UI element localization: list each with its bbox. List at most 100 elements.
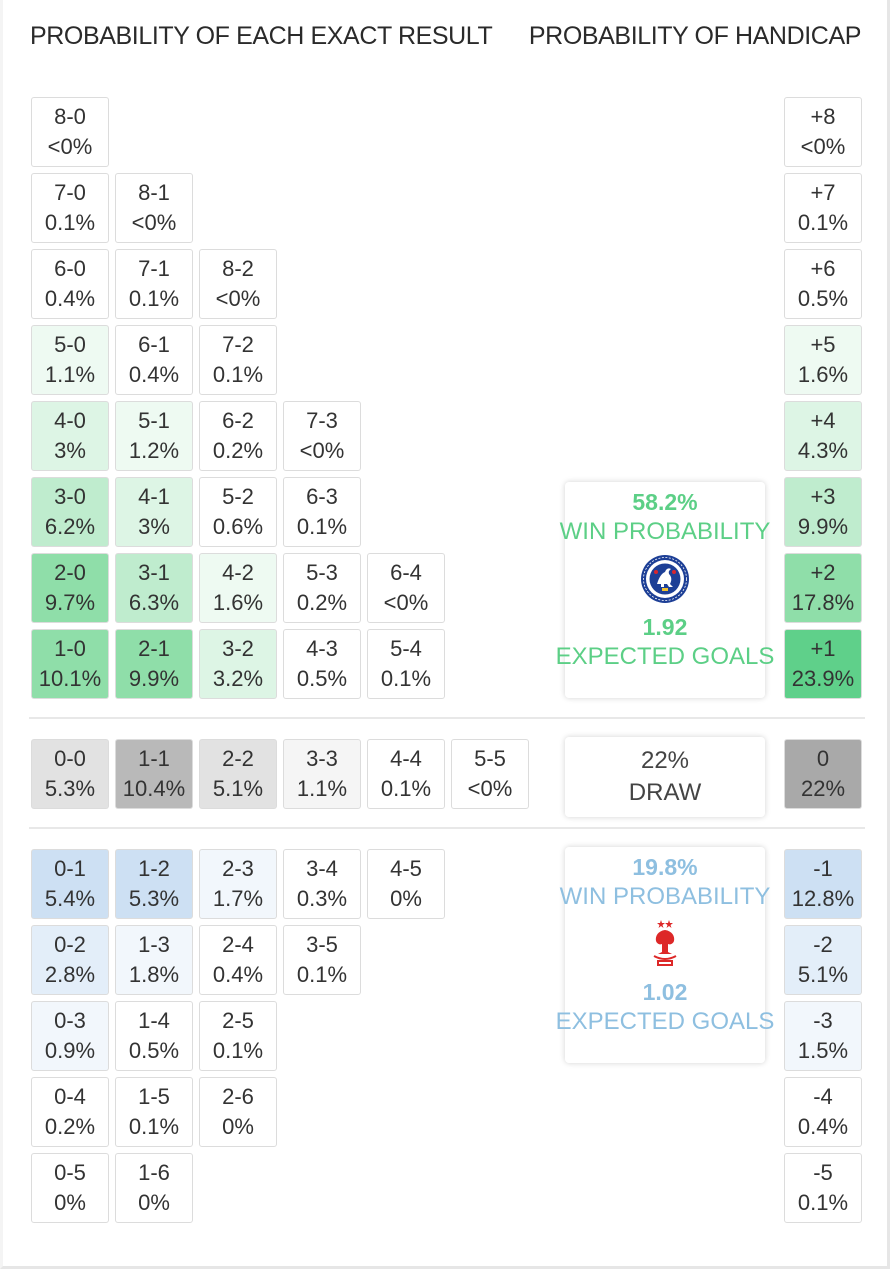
cell-probability: 6.2%: [44, 514, 96, 539]
home-result-cell: 8-1 <0%: [115, 173, 193, 243]
cell-probability: 5.4%: [44, 886, 96, 911]
cell-label: 1-2: [138, 856, 170, 881]
cell-label: 2-2: [222, 746, 254, 771]
cell-label: -3: [813, 1008, 833, 1033]
cell-probability: 0.4%: [128, 362, 180, 387]
cell-label: +8: [810, 104, 836, 129]
cell-probability: 12.8%: [791, 886, 855, 911]
away-result-cell: 1-3 1.8%: [115, 925, 193, 995]
cell-probability: 0.5%: [797, 286, 849, 311]
cell-probability: <0%: [299, 438, 345, 463]
home-result-cell: 4-0 3%: [31, 401, 109, 471]
cell-probability: 0.6%: [212, 514, 264, 539]
cell-probability: 0.2%: [296, 590, 348, 615]
cell-label: +7: [810, 180, 836, 205]
cell-label: 4-0: [54, 408, 86, 433]
home-draw-divider: [29, 717, 865, 719]
home-result-cell: 6-4 <0%: [367, 553, 445, 623]
cell-probability: 0.1%: [797, 210, 849, 235]
cell-probability: <0%: [800, 134, 846, 159]
cell-probability: 22%: [800, 776, 846, 801]
home-handicap-cell: +3 9.9%: [784, 477, 862, 547]
cell-probability: 0.4%: [797, 1114, 849, 1139]
cell-probability: 17.8%: [791, 590, 855, 615]
cell-probability: 0.1%: [128, 1114, 180, 1139]
cell-label: 5-1: [138, 408, 170, 433]
cell-probability: 3%: [54, 438, 86, 463]
home-result-cell: 4-2 1.6%: [199, 553, 277, 623]
cell-label: 1-5: [138, 1084, 170, 1109]
draw-result-cell: 0-0 5.3%: [31, 739, 109, 809]
cell-label: 3-2: [222, 636, 254, 661]
away-result-cell: 0-3 0.9%: [31, 1001, 109, 1071]
cell-label: 8-2: [222, 256, 254, 281]
cell-probability: 10.1%: [38, 666, 102, 691]
cell-label: 4-4: [390, 746, 422, 771]
cell-label: 0: [816, 746, 830, 771]
away-handicap-cell: -5 0.1%: [784, 1153, 862, 1223]
home-handicap-cell: +5 1.6%: [784, 325, 862, 395]
cell-label: +4: [810, 408, 836, 433]
home-result-cell: 6-0 0.4%: [31, 249, 109, 319]
draw-result-cell: 5-5 <0%: [451, 739, 529, 809]
cell-probability: 2.8%: [44, 962, 96, 987]
cell-probability: 0.1%: [380, 666, 432, 691]
cell-probability: 0.1%: [296, 962, 348, 987]
cell-label: +5: [810, 332, 836, 357]
cell-label: 0-1: [54, 856, 86, 881]
cell-probability: 0.2%: [212, 438, 264, 463]
home-result-cell: 5-0 1.1%: [31, 325, 109, 395]
cell-label: 2-6: [222, 1084, 254, 1109]
cell-probability: 1.8%: [128, 962, 180, 987]
cell-probability: 1.5%: [797, 1038, 849, 1063]
cell-probability: 0.1%: [44, 210, 96, 235]
home-handicap-cell: +1 23.9%: [784, 629, 862, 699]
cell-label: +1: [810, 636, 836, 661]
cell-label: -1: [813, 856, 833, 881]
cell-label: 4-5: [390, 856, 422, 881]
draw-away-divider: [29, 827, 865, 829]
cell-probability: 0.4%: [44, 286, 96, 311]
cell-label: 6-0: [54, 256, 86, 281]
home-result-cell: 7-1 0.1%: [115, 249, 193, 319]
home-handicap-cell: +8 <0%: [784, 97, 862, 167]
cell-probability: 9.9%: [797, 514, 849, 539]
cell-probability: 0%: [222, 1114, 254, 1139]
draw-result-cell: 3-3 1.1%: [283, 739, 361, 809]
cell-probability: 0.2%: [44, 1114, 96, 1139]
away-handicap-cell: -1 12.8%: [784, 849, 862, 919]
cell-probability: 1.6%: [797, 362, 849, 387]
cell-label: -2: [813, 932, 833, 957]
away-result-cell: 1-4 0.5%: [115, 1001, 193, 1071]
home-team-card: 58.2% WIN PROBABILITY 1.92 EXPECTED GOAL…: [556, 482, 774, 698]
cell-probability: 0.1%: [797, 1190, 849, 1215]
cell-probability: 5.3%: [128, 886, 180, 911]
cell-probability: 0.5%: [296, 666, 348, 691]
away-result-cell: 2-3 1.7%: [199, 849, 277, 919]
cell-label: 8-1: [138, 180, 170, 205]
draw-percentage: 22%: [640, 747, 690, 774]
home-expected-goals: 1.92: [642, 614, 688, 640]
home-result-cell: 3-2 3.2%: [199, 629, 277, 699]
cell-label: 4-3: [306, 636, 338, 661]
home-result-cell: 8-2 <0%: [199, 249, 277, 319]
cell-label: 1-0: [54, 636, 86, 661]
cell-probability: 3.2%: [212, 666, 264, 691]
away-handicap-cell: -2 5.1%: [784, 925, 862, 995]
home-result-cell: 1-0 10.1%: [31, 629, 109, 699]
cell-probability: 0.1%: [212, 362, 264, 387]
cell-label: +6: [810, 256, 836, 281]
away-result-cell: 2-5 0.1%: [199, 1001, 277, 1071]
cell-label: 1-1: [138, 746, 170, 771]
draw-result-cell: 1-1 10.4%: [115, 739, 193, 809]
cell-probability: 5.1%: [212, 776, 264, 801]
draw-card: 22% DRAW: [565, 737, 765, 817]
cell-probability: 3%: [138, 514, 170, 539]
cell-label: 4-1: [138, 484, 170, 509]
cell-label: 6-4: [390, 560, 422, 585]
cell-label: 2-1: [138, 636, 170, 661]
away-result-cell: 1-5 0.1%: [115, 1077, 193, 1147]
away-expected-goals: 1.02: [642, 979, 688, 1005]
home-handicap-cell: +2 17.8%: [784, 553, 862, 623]
